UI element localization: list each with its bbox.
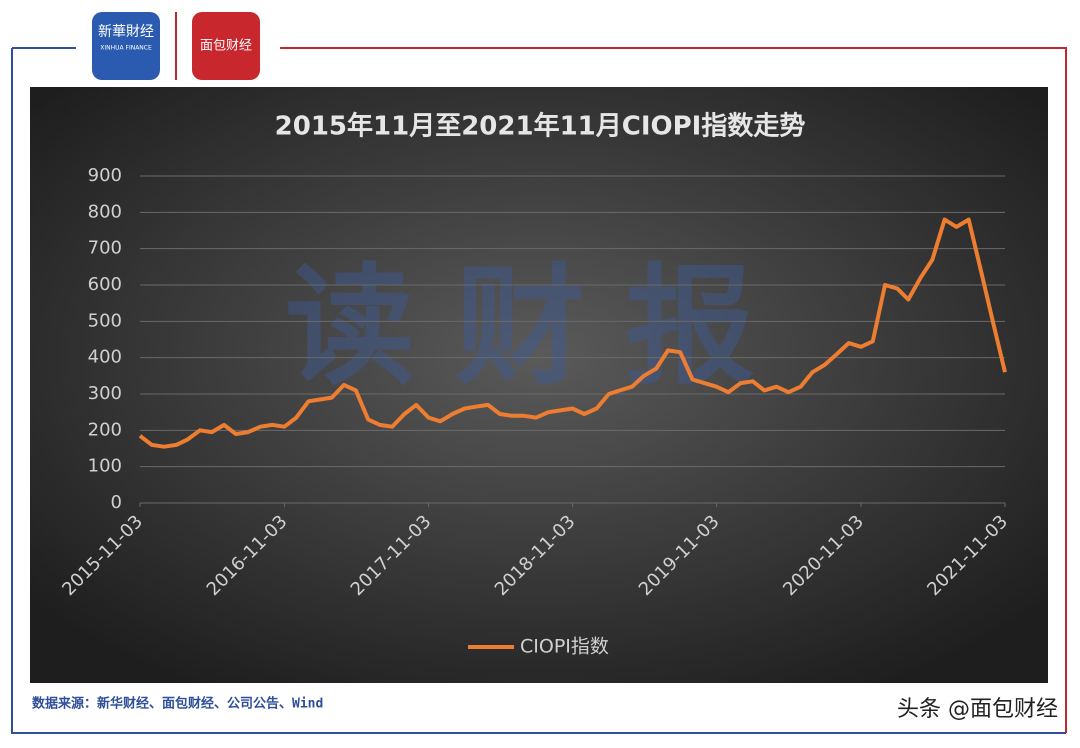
logo-right [192,12,260,80]
y-tick-label: 600 [88,274,122,295]
logo-left [92,12,160,80]
logo-left-sub: XINHUA FINANCE [100,45,152,52]
source: 数据来源：新华财经、面包财经、公司公告、Wind [32,696,323,712]
plot-background [30,87,1048,683]
frame-blue [11,47,1066,734]
legend-label: CIOPI指数 [520,636,609,658]
y-tick-label: 800 [88,201,122,222]
frame-red [280,47,1067,733]
y-tick-label: 100 [88,456,122,477]
y-tick-label: 400 [88,347,122,368]
watermark: 读财报 [285,251,795,403]
y-tick-label: 500 [88,310,122,331]
credit: 头条 @面包财经 [897,697,1058,722]
series-line [138,217,1007,449]
y-tick-label: 200 [88,419,122,440]
y-tick-label: 900 [88,165,122,186]
y-tick-label: 0 [111,492,122,513]
logo-right-text: 面包财经 [200,39,252,54]
logo-left-text: 新華財经 [98,24,154,40]
y-tick-label: 700 [88,238,122,259]
y-tick-label: 300 [88,383,122,404]
chart-title: 2015年11月至2021年11月CIOPI指数走势 [275,111,806,142]
